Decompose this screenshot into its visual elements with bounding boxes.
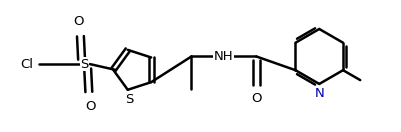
Text: O: O [85,100,95,113]
Text: NH: NH [214,50,233,63]
Text: O: O [251,92,261,105]
Text: O: O [73,15,84,28]
Text: Cl: Cl [20,58,33,71]
Text: S: S [80,58,89,71]
Text: S: S [125,93,134,106]
Text: N: N [314,87,323,100]
